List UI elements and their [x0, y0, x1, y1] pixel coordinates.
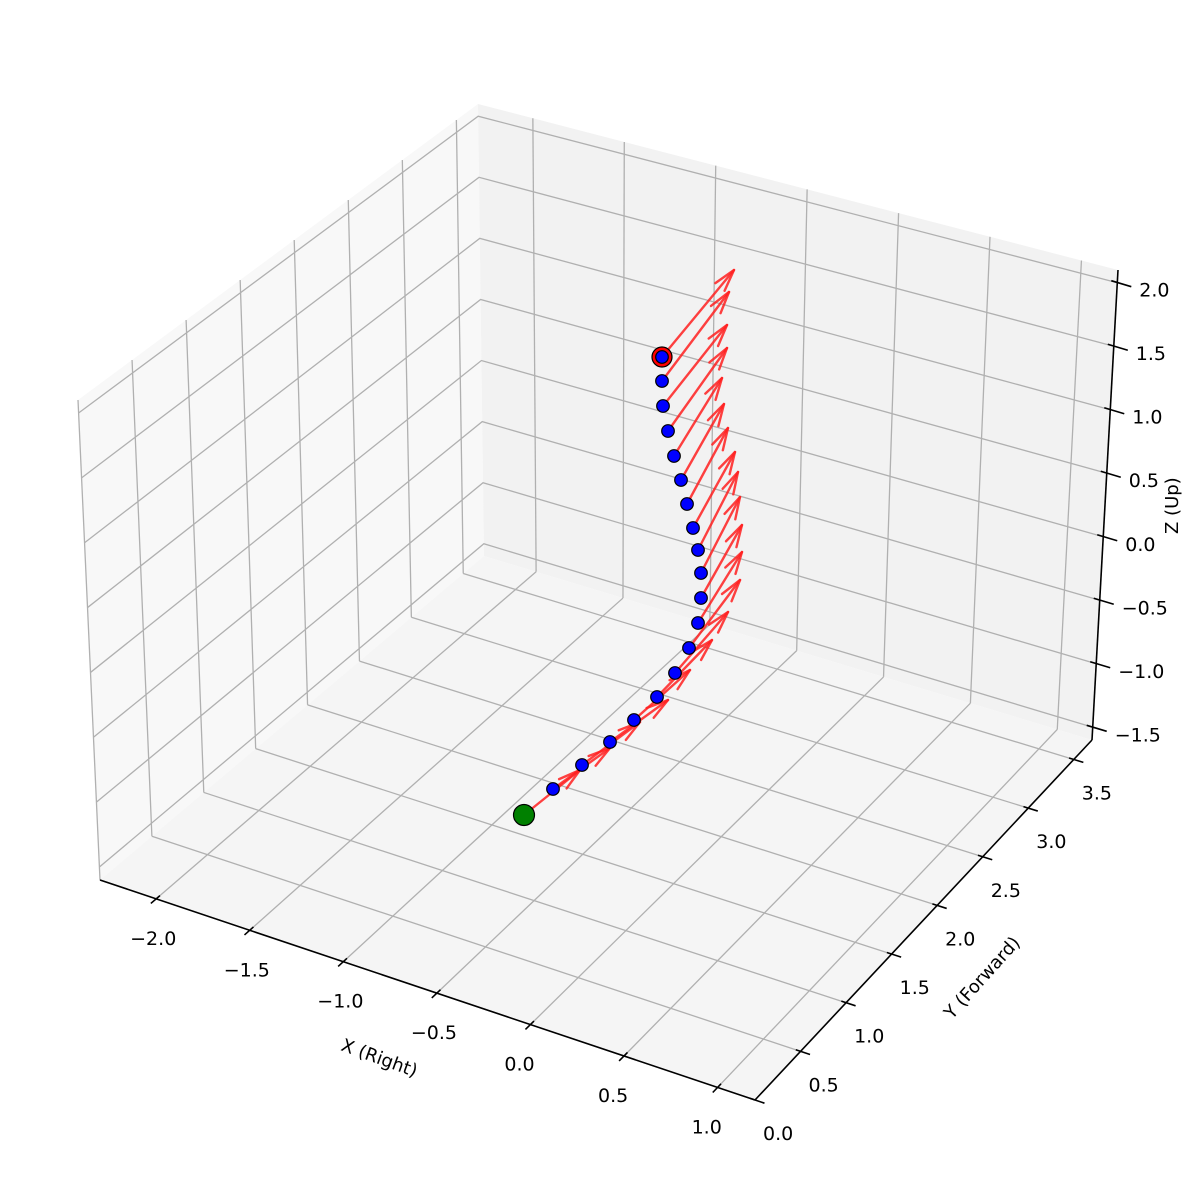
y-tick-label: 2.5: [991, 880, 1021, 902]
x-tick-label: −1.5: [224, 959, 270, 981]
orientation-arrow: [660, 268, 736, 359]
orientation-arrow: [655, 638, 714, 699]
z-axis-line: [1091, 269, 1119, 741]
floor-pane: [100, 556, 1092, 1100]
orientation-arrow: [661, 323, 729, 408]
orientation-arrow: [699, 523, 744, 600]
trajectory-point: [691, 616, 705, 630]
y-tick-label: 1.0: [854, 1026, 884, 1048]
y-tick-label: 2.0: [945, 928, 975, 950]
y-tick-label: 3.0: [1036, 831, 1066, 853]
orientation-arrow: [696, 470, 740, 552]
trajectory-point: [575, 758, 589, 772]
trajectory-point: [650, 690, 664, 704]
orientation-arrows: [522, 268, 744, 817]
y-tick-label: 3.5: [1082, 782, 1112, 804]
x-axis-label: X (Right): [338, 1035, 420, 1082]
orientation-arrow: [687, 578, 742, 650]
trajectory-point: [546, 782, 560, 796]
x-tick-label: −0.5: [411, 1022, 457, 1044]
z-axis-label: Z (Up): [1162, 477, 1183, 534]
orientation-arrow: [691, 450, 737, 530]
x-axis-line: [99, 879, 756, 1101]
x-tick-label: −2.0: [130, 928, 176, 950]
x-tick-label: −1.0: [317, 991, 363, 1013]
y-tick-label: 0.5: [809, 1074, 839, 1096]
x-tick-label: 0.0: [504, 1054, 534, 1076]
trajectory-point: [686, 521, 700, 535]
trajectory-point: [655, 350, 669, 364]
trajectory-point: [694, 591, 708, 605]
z-tick-label: 1.0: [1132, 407, 1162, 429]
trajectory-point: [668, 666, 682, 680]
y-tick-label: 0.0: [763, 1123, 793, 1145]
trajectory-point: [655, 374, 669, 388]
z-tick-label: −0.5: [1122, 597, 1168, 619]
z-tick-label: 2.0: [1139, 280, 1169, 302]
trajectory-points: [512, 346, 708, 827]
trajectory-point: [656, 399, 670, 413]
z-tick-label: −1.0: [1118, 661, 1164, 683]
panes: [78, 104, 1118, 1100]
trajectory-point: [667, 449, 681, 463]
trajectory-point: [603, 735, 617, 749]
y-tick-label: 1.5: [900, 977, 930, 999]
left-pane: [78, 104, 484, 880]
orientation-arrow: [679, 402, 726, 482]
orientation-arrow: [660, 290, 731, 383]
trajectory-point: [627, 713, 641, 727]
orientation-arrow: [666, 346, 729, 433]
x-tick-label: 0.5: [598, 1085, 628, 1107]
z-tick-label: 0.0: [1125, 534, 1155, 556]
right-pane: [478, 104, 1118, 740]
y-axis-line: [754, 739, 1093, 1101]
x-tick-label: 1.0: [692, 1116, 722, 1138]
z-tick-label: −1.5: [1115, 724, 1161, 746]
orientation-arrow: [673, 610, 730, 675]
axes: −2.0 −1.5 −1.0 −0.5 0.0 0.5 1.0 0.0 0.5 1.0 1.5 2.0…: [99, 269, 1170, 1145]
orientation-arrow: [696, 550, 744, 625]
trajectory-point: [694, 566, 708, 580]
orientation-arrow: [685, 426, 730, 506]
trajectory-point: [680, 497, 694, 511]
trajectory-point: [691, 543, 705, 557]
trajectory-point: [682, 641, 696, 655]
z-tick-label: 1.5: [1136, 343, 1166, 365]
trajectory-point: [674, 473, 688, 487]
orientation-arrow: [699, 495, 742, 575]
start-marker: [512, 803, 536, 827]
trajectory-point: [661, 424, 675, 438]
z-tick-label: 0.5: [1129, 470, 1159, 492]
gridlines: [77, 115, 1118, 1101]
orientation-arrow: [672, 376, 724, 458]
